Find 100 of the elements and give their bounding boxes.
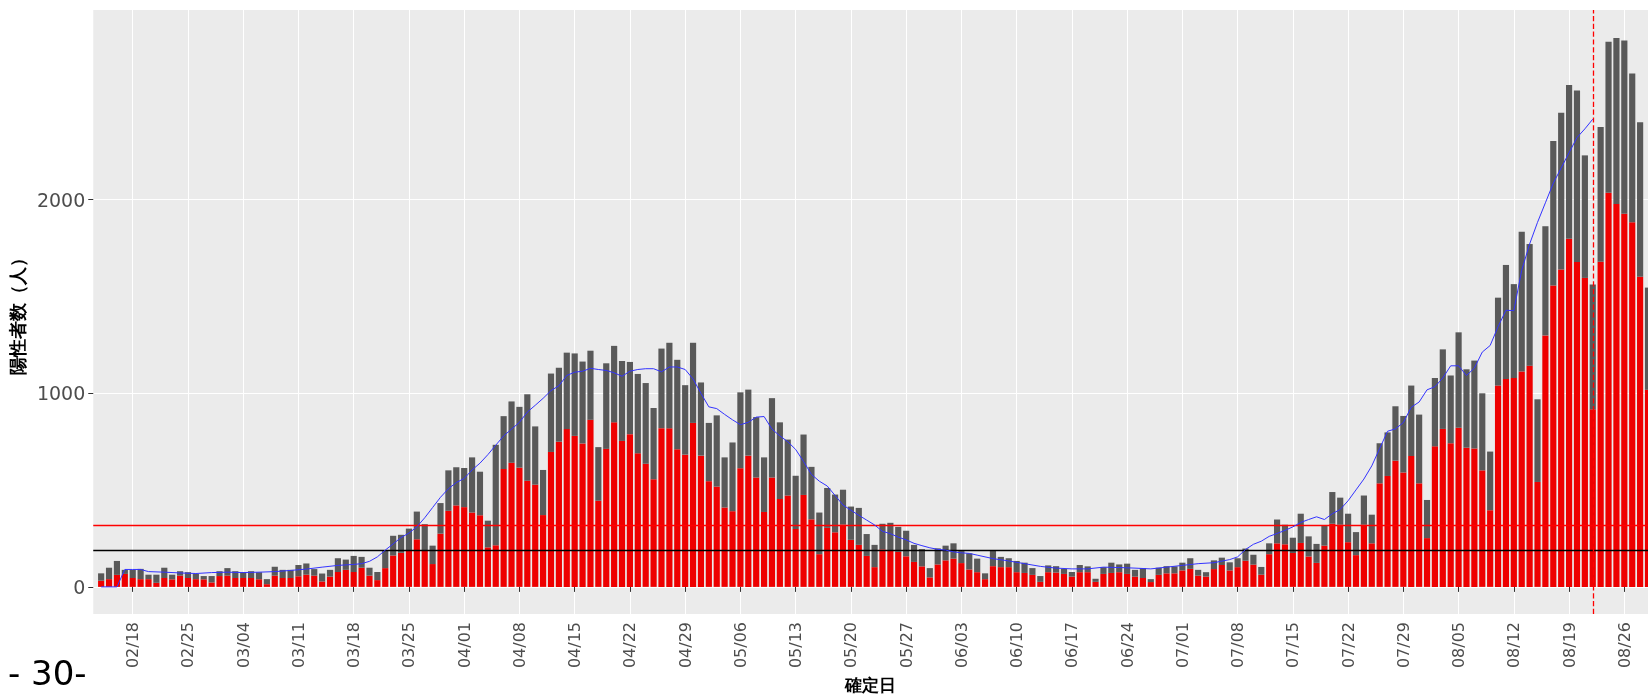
bar xyxy=(618,440,626,587)
y-tick-label: 0 xyxy=(73,575,86,598)
bar xyxy=(1131,569,1139,577)
bar xyxy=(745,389,752,456)
bar xyxy=(1629,222,1636,587)
bar xyxy=(263,584,270,587)
bar xyxy=(1573,90,1581,263)
bar xyxy=(532,484,539,587)
bar xyxy=(1329,492,1336,524)
bar xyxy=(1060,573,1068,587)
bar xyxy=(776,499,783,587)
bar xyxy=(311,569,318,576)
bar xyxy=(263,579,270,585)
bar xyxy=(1352,555,1360,587)
bar xyxy=(745,455,752,587)
bar xyxy=(1273,543,1281,587)
bar xyxy=(760,511,768,587)
x-tick-label: 07/29 xyxy=(1393,621,1413,669)
bar xyxy=(129,569,136,578)
bar xyxy=(492,545,499,587)
bar xyxy=(713,486,720,587)
x-tick-label: 07/01 xyxy=(1172,621,1192,669)
bar xyxy=(1005,567,1012,587)
bar xyxy=(989,566,997,587)
bar xyxy=(1416,414,1423,484)
bar xyxy=(161,577,168,587)
bar xyxy=(903,556,910,587)
bar xyxy=(169,579,176,587)
bar xyxy=(1408,385,1415,457)
y-tick-label: 2000 xyxy=(36,188,86,211)
bar xyxy=(966,569,973,587)
bar xyxy=(1037,576,1044,582)
bar xyxy=(1226,570,1233,587)
bar xyxy=(476,471,484,516)
bar xyxy=(626,434,634,587)
bar xyxy=(563,429,570,587)
bar xyxy=(1487,451,1494,511)
bar xyxy=(611,345,618,423)
bar xyxy=(1202,576,1210,587)
bar xyxy=(1060,568,1068,574)
bar xyxy=(342,569,349,587)
bar xyxy=(839,524,847,587)
bar xyxy=(910,561,918,587)
x-tick-label: 04/15 xyxy=(565,621,585,669)
bar xyxy=(1068,576,1075,587)
bar xyxy=(1131,576,1139,587)
bar xyxy=(1187,558,1194,569)
bar xyxy=(1510,378,1517,587)
bar xyxy=(1360,524,1367,587)
bar xyxy=(468,457,476,513)
bar xyxy=(1581,155,1588,278)
bar xyxy=(1439,349,1446,429)
x-axis-title: 確定日 xyxy=(844,674,897,695)
bar xyxy=(1637,122,1644,277)
bar xyxy=(1479,470,1486,587)
x-tick-label: 04/08 xyxy=(509,621,529,669)
x-tick-label: 02/18 xyxy=(123,621,143,669)
bar xyxy=(895,551,902,587)
bar xyxy=(642,383,649,464)
bar xyxy=(847,539,854,587)
bar xyxy=(461,468,468,508)
bar xyxy=(1431,378,1438,447)
bar xyxy=(453,505,460,587)
bar xyxy=(674,449,681,587)
bar xyxy=(1494,297,1502,386)
bar xyxy=(1139,577,1146,587)
x-tick-label: 07/22 xyxy=(1338,621,1358,669)
bar xyxy=(326,569,334,577)
bar xyxy=(1218,565,1225,587)
bar xyxy=(255,579,263,587)
bar xyxy=(1076,572,1083,587)
bar xyxy=(981,573,989,580)
bar xyxy=(926,577,933,587)
text: - 30- xyxy=(8,653,87,693)
bar xyxy=(334,571,341,587)
bar xyxy=(413,539,420,587)
bar xyxy=(1045,572,1052,587)
bar xyxy=(1360,495,1367,525)
bar xyxy=(603,448,610,587)
bar xyxy=(1550,285,1557,587)
bar xyxy=(689,422,697,587)
bar xyxy=(1195,575,1202,587)
bar xyxy=(1502,264,1510,379)
bar xyxy=(682,385,689,455)
x-tick-label: 08/19 xyxy=(1559,621,1579,669)
bar xyxy=(1431,446,1438,587)
bar xyxy=(540,469,547,516)
bar xyxy=(595,447,602,501)
bar xyxy=(784,495,791,587)
bar xyxy=(855,507,862,545)
bar xyxy=(753,477,760,587)
bar xyxy=(1266,554,1273,587)
bar xyxy=(563,352,570,430)
bar xyxy=(1195,569,1202,576)
bar xyxy=(981,579,989,587)
x-tick-label: 06/17 xyxy=(1062,621,1082,669)
y-axis-title: 陽性者数（人） xyxy=(6,249,28,375)
bar xyxy=(1266,543,1273,555)
bar xyxy=(1565,238,1573,587)
bar xyxy=(926,568,933,578)
